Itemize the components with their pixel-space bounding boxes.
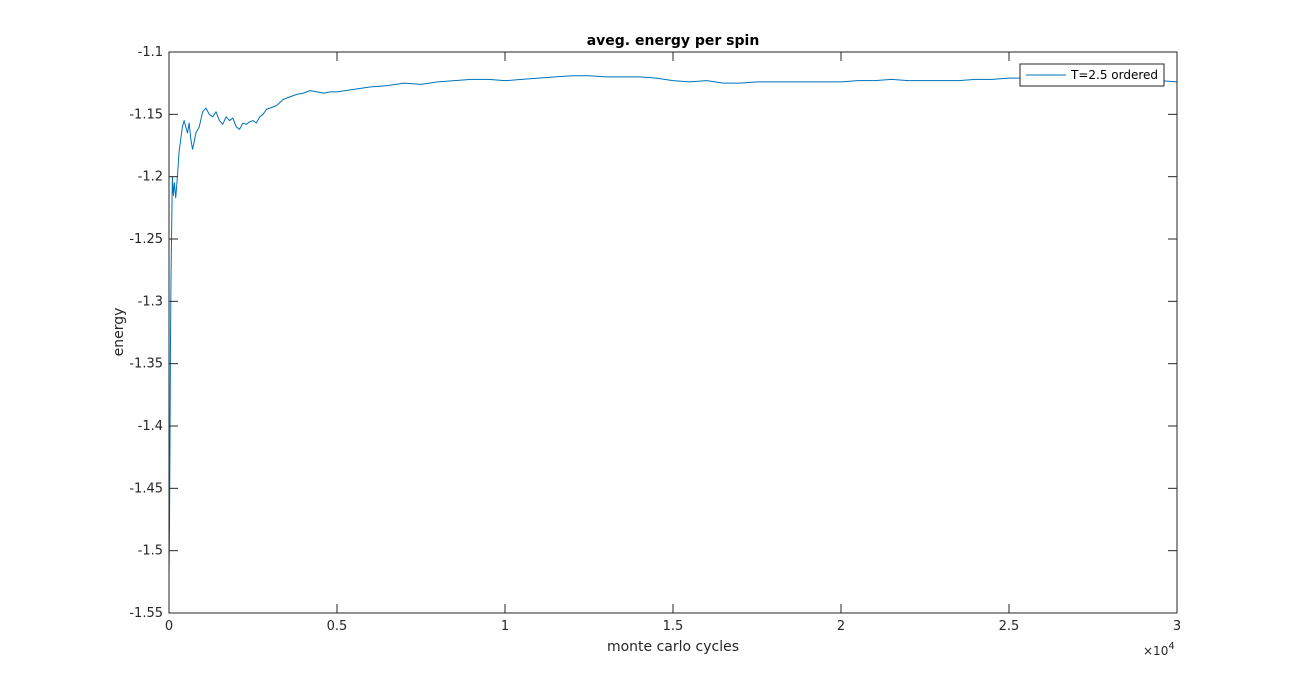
series-layer [168, 75, 1178, 576]
legend-label: T=2.5 ordered [1070, 68, 1158, 82]
y-tick-label: -1.4 [138, 419, 163, 434]
x-axis-label: monte carlo cycles [607, 639, 739, 655]
series-line [168, 75, 1178, 576]
x-multiplier-exponent: 4 [1168, 641, 1174, 652]
legend: T=2.5 ordered [1019, 63, 1165, 87]
y-axis-label: energy [111, 308, 127, 357]
x-axis-ticks: 0 0.5 1 1.5 2 2.5 3 [165, 52, 1181, 634]
y-tick-label: -1.55 [129, 606, 163, 621]
x-tick-label: 1 [501, 619, 509, 634]
x-axis-multiplier: ×104 [1143, 641, 1175, 658]
y-tick-label: -1.1 [138, 45, 163, 60]
x-tick-label: 2 [837, 619, 845, 634]
plot-area [169, 52, 1177, 613]
chart-title: aveg. energy per spin [587, 33, 760, 49]
y-tick-label: -1.35 [129, 357, 163, 372]
x-tick-label: 2.5 [999, 619, 1020, 634]
x-multiplier-base: ×10 [1143, 644, 1168, 658]
y-tick-label: -1.45 [129, 481, 163, 496]
y-tick-label: -1.25 [129, 232, 163, 247]
y-tick-label: -1.2 [138, 170, 163, 185]
y-tick-label: -1.5 [138, 544, 163, 559]
x-tick-label: 3 [1173, 619, 1181, 634]
x-tick-label: 1.5 [663, 619, 684, 634]
legend-box [1019, 63, 1165, 87]
y-tick-label: -1.15 [129, 107, 163, 122]
x-tick-label: 0 [165, 619, 173, 634]
y-tick-label: -1.3 [138, 294, 163, 309]
x-tick-label: 0.5 [327, 619, 348, 634]
y-axis-ticks: -1.55 -1.5 -1.45 -1.4 -1.35 -1.3 -1.25 -1.2 -1.1… [129, 45, 1177, 621]
